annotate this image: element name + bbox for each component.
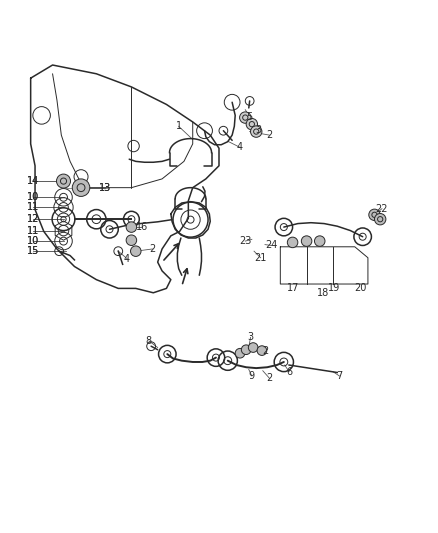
Text: 2: 2 bbox=[262, 345, 268, 356]
Text: 12: 12 bbox=[27, 214, 39, 224]
Text: 3: 3 bbox=[247, 333, 254, 343]
Text: 17: 17 bbox=[287, 282, 300, 293]
Circle shape bbox=[72, 179, 90, 197]
Text: 12: 12 bbox=[27, 214, 39, 224]
Text: 13: 13 bbox=[99, 183, 111, 192]
Text: 24: 24 bbox=[265, 240, 278, 251]
Text: 14: 14 bbox=[27, 176, 39, 186]
Text: 4: 4 bbox=[237, 142, 243, 152]
Text: 15: 15 bbox=[27, 246, 39, 256]
Text: 15: 15 bbox=[27, 246, 39, 256]
Text: 1: 1 bbox=[176, 122, 182, 131]
Text: 2: 2 bbox=[266, 130, 272, 140]
Circle shape bbox=[131, 246, 141, 256]
Circle shape bbox=[374, 214, 386, 225]
Circle shape bbox=[126, 235, 137, 246]
Circle shape bbox=[240, 112, 251, 123]
Text: 14: 14 bbox=[27, 176, 39, 186]
Text: 9: 9 bbox=[249, 371, 255, 381]
Text: 22: 22 bbox=[376, 204, 388, 214]
Text: 18: 18 bbox=[317, 288, 329, 298]
Text: 10: 10 bbox=[27, 192, 39, 203]
Text: 11: 11 bbox=[27, 225, 39, 236]
Circle shape bbox=[235, 349, 245, 358]
Circle shape bbox=[251, 126, 262, 138]
Text: 21: 21 bbox=[254, 253, 267, 263]
Text: 11: 11 bbox=[27, 203, 39, 212]
Circle shape bbox=[248, 343, 258, 352]
Circle shape bbox=[369, 209, 380, 221]
Circle shape bbox=[126, 222, 137, 232]
Circle shape bbox=[257, 346, 267, 356]
Text: 10: 10 bbox=[27, 192, 39, 203]
Text: 10: 10 bbox=[27, 236, 39, 246]
Text: 3: 3 bbox=[255, 125, 261, 135]
Circle shape bbox=[314, 236, 325, 246]
Text: 10: 10 bbox=[27, 236, 39, 246]
Text: 19: 19 bbox=[328, 282, 340, 293]
Text: 2: 2 bbox=[266, 373, 272, 383]
Text: 11: 11 bbox=[27, 203, 39, 212]
Circle shape bbox=[241, 345, 251, 354]
Text: 7: 7 bbox=[336, 371, 343, 381]
Text: 23: 23 bbox=[239, 236, 251, 246]
Text: 16: 16 bbox=[136, 222, 148, 232]
Circle shape bbox=[246, 118, 258, 130]
Text: 6: 6 bbox=[286, 367, 292, 377]
Text: 8: 8 bbox=[146, 336, 152, 346]
Text: 13: 13 bbox=[99, 183, 111, 192]
Circle shape bbox=[287, 237, 298, 248]
Circle shape bbox=[57, 174, 71, 188]
Text: 4: 4 bbox=[124, 254, 130, 264]
Text: 20: 20 bbox=[354, 282, 366, 293]
Text: 5: 5 bbox=[247, 112, 253, 122]
Text: 11: 11 bbox=[27, 225, 39, 236]
Text: 2: 2 bbox=[149, 244, 155, 254]
Circle shape bbox=[301, 236, 312, 246]
